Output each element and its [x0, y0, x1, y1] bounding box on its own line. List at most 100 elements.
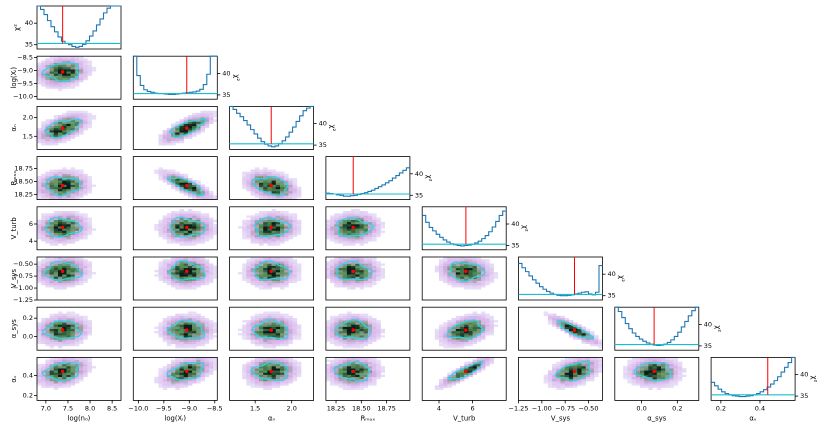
density-cell: [275, 239, 281, 242]
density-cell: [45, 337, 50, 340]
density-cell: [635, 363, 641, 367]
y-tick-label-Rmax: 18.50: [14, 177, 33, 185]
density-cell: [204, 112, 210, 116]
density-cell: [179, 366, 184, 369]
density-cell: [263, 230, 268, 233]
density-cell: [284, 378, 289, 382]
density-cell: [284, 313, 289, 317]
density-cell: [45, 385, 50, 388]
density-cell: [87, 269, 92, 273]
density-cell: [485, 363, 490, 367]
density-cell: [254, 280, 260, 284]
density-cell: [263, 287, 268, 290]
density-cell: [263, 383, 268, 386]
density-cell: [481, 276, 486, 279]
density-cell: [581, 366, 586, 369]
density-cell: [53, 243, 59, 246]
density-cell: [183, 374, 189, 378]
density-cell: [49, 186, 55, 190]
density-cell: [171, 381, 176, 384]
density-cell: [74, 337, 80, 340]
density-cell: [439, 385, 444, 388]
density-cell: [669, 366, 674, 369]
density-cell: [70, 82, 76, 85]
density-cell: [552, 320, 557, 323]
density-cell: [263, 280, 268, 284]
density-cell: [37, 378, 42, 382]
density-cell: [288, 376, 293, 380]
density-cell: [342, 241, 348, 244]
density-cell: [66, 213, 71, 216]
density-cell: [263, 328, 268, 332]
density-cell: [187, 186, 193, 190]
density-cell: [359, 232, 364, 236]
density-cell: [187, 383, 193, 386]
density-cell: [280, 320, 285, 323]
density-cell: [196, 376, 201, 380]
density-cell: [577, 372, 582, 375]
density-cell: [543, 378, 549, 382]
density-cell: [62, 136, 67, 139]
density-cell: [263, 259, 268, 262]
density-cell: [213, 272, 218, 275]
density-cell: [325, 219, 331, 223]
density-cell: [200, 372, 205, 375]
confidence-contour: [41, 361, 80, 382]
density-cell: [547, 313, 553, 317]
density-cell: [346, 370, 352, 373]
density-cell: [472, 330, 478, 334]
density-cell: [292, 215, 298, 218]
density-cell: [53, 282, 59, 286]
density-cell: [53, 359, 59, 362]
density-cell: [598, 341, 603, 345]
density-cell: [280, 219, 285, 223]
density-cell: [171, 383, 176, 386]
density-cell: [58, 171, 63, 175]
density-cell: [334, 276, 339, 279]
density-cell: [363, 320, 369, 323]
density-cell: [37, 383, 42, 386]
density-cell: [451, 330, 457, 334]
density-cell: [208, 234, 214, 238]
density-cell: [355, 208, 360, 212]
density-cell: [485, 276, 490, 279]
density-cell: [376, 326, 381, 329]
density-cell: [179, 217, 184, 220]
density-cell: [443, 345, 448, 349]
density-cell: [581, 339, 586, 342]
density-cell: [74, 339, 80, 342]
density-cell: [346, 267, 352, 271]
density-cell: [635, 381, 641, 384]
density-cell: [585, 337, 591, 340]
density-cell: [355, 274, 360, 277]
density-cell: [175, 230, 180, 233]
density-cell: [158, 330, 163, 334]
density-cell: [493, 274, 499, 277]
density-cell: [635, 357, 641, 360]
density-cell: [346, 287, 352, 290]
density-cell: [166, 219, 172, 223]
density-cell: [41, 378, 46, 382]
density-cell: [623, 368, 628, 371]
density-cell: [87, 368, 92, 371]
density-cell: [489, 280, 494, 284]
density-cell: [62, 180, 67, 183]
density-cell: [158, 140, 163, 144]
density-cell: [162, 221, 168, 225]
density-cell: [280, 315, 285, 319]
density-cell: [447, 278, 452, 281]
density-cell: [367, 376, 373, 380]
density-cell: [338, 372, 343, 375]
density-cell: [271, 385, 277, 388]
density-cell: [74, 169, 80, 172]
density-cell: [485, 333, 490, 336]
density-cell: [439, 330, 444, 334]
density-cell: [45, 320, 50, 323]
density-cell: [346, 324, 352, 327]
density-cell: [346, 335, 352, 338]
confidence-contour: [449, 261, 486, 282]
density-panel-alpha_v-vs-Xi: [132, 356, 218, 401]
density-cell: [45, 366, 50, 369]
density-cell: [460, 326, 465, 329]
density-cell: [334, 378, 339, 382]
